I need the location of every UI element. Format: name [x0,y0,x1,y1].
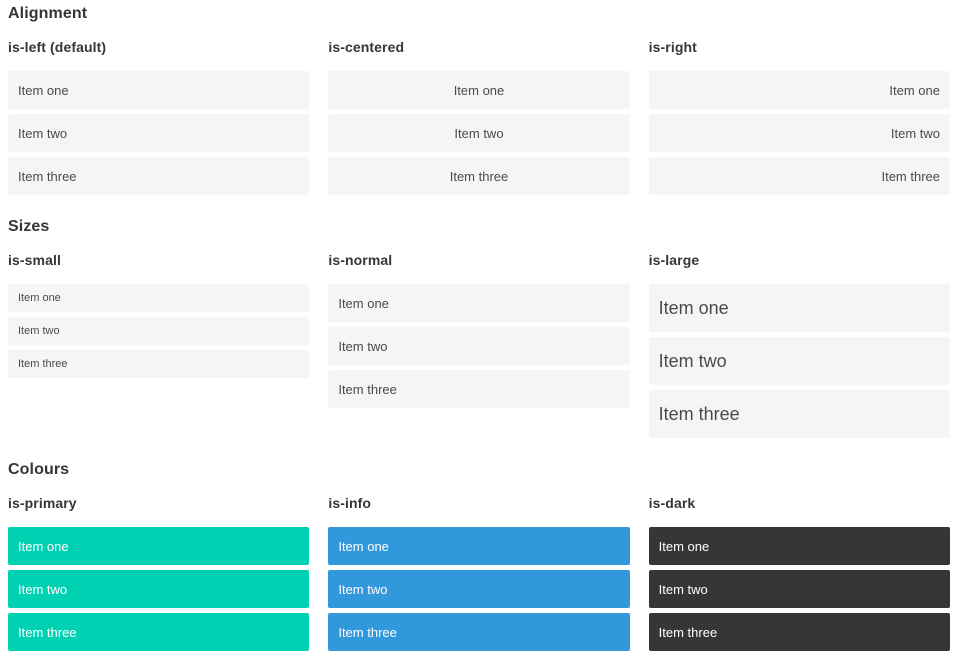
list-item: Item three [328,370,630,408]
example-label-is-small: is-small [8,252,61,268]
block-list-large: Item one Item two Item three [648,284,950,438]
list-item: Item two [328,327,630,365]
example-label-is-left: is-left (default) [8,39,107,55]
alignment-examples-grid: is-left (default) Item one Item two Item… [8,40,950,195]
block-list-dark: Item one Item two Item three [648,527,950,651]
list-item: Item two [648,337,950,385]
example-label-is-centered: is-centered [328,39,405,55]
section-alignment: Alignment is-left (default) Item one Ite… [8,4,950,195]
list-item: Item three [8,613,310,651]
list-item: Item one [328,527,630,565]
list-item: Item one [8,284,310,312]
list-item: Item three [648,613,950,651]
list-item: Item one [648,527,950,565]
example-label-is-normal: is-normal [328,252,393,268]
block-list-info: Item one Item two Item three [328,527,630,651]
example-is-primary: is-primary Item one Item two Item three [8,495,310,651]
section-title-alignment: Alignment [8,5,88,22]
sizes-examples-grid: is-small Item one Item two Item three is… [8,253,950,438]
list-item: Item one [8,527,310,565]
list-item: Item two [648,114,950,152]
list-item: Item two [8,114,310,152]
example-is-left: is-left (default) Item one Item two Item… [8,39,310,195]
example-label-is-right: is-right [648,39,697,55]
list-item: Item three [8,350,310,378]
example-label-is-primary: is-primary [8,495,77,511]
example-is-large: is-large Item one Item two Item three [648,252,950,438]
colours-examples-grid: is-primary Item one Item two Item three … [8,496,950,651]
list-item: Item one [648,284,950,332]
list-item: Item two [648,570,950,608]
list-item: Item two [8,570,310,608]
block-list-right: Item one Item two Item three [648,71,950,195]
section-colours: Colours is-primary Item one Item two Ite… [8,460,950,651]
example-is-dark: is-dark Item one Item two Item three [648,495,950,651]
list-item: Item three [328,157,630,195]
section-title-sizes: Sizes [8,218,50,235]
list-item: Item three [648,390,950,438]
list-item: Item two [8,317,310,345]
example-is-small: is-small Item one Item two Item three [8,252,310,378]
list-item: Item three [648,157,950,195]
list-item: Item one [648,71,950,109]
section-title-colours: Colours [8,461,70,478]
list-item: Item one [8,71,310,109]
example-label-is-dark: is-dark [648,495,696,511]
block-list-centered: Item one Item two Item three [328,71,630,195]
example-is-right: is-right Item one Item two Item three [648,39,950,195]
example-is-centered: is-centered Item one Item two Item three [328,39,630,195]
block-list-left: Item one Item two Item three [8,71,310,195]
list-item: Item two [328,114,630,152]
block-list-small: Item one Item two Item three [8,284,310,378]
section-sizes: Sizes is-small Item one Item two Item th… [8,217,950,438]
example-label-is-large: is-large [648,252,700,268]
example-is-normal: is-normal Item one Item two Item three [328,252,630,408]
block-list-primary: Item one Item two Item three [8,527,310,651]
list-item: Item three [8,157,310,195]
example-label-is-info: is-info [328,495,372,511]
list-item: Item one [328,71,630,109]
list-item: Item three [328,613,630,651]
example-is-info: is-info Item one Item two Item three [328,495,630,651]
list-item: Item one [328,284,630,322]
list-item: Item two [328,570,630,608]
block-list-normal: Item one Item two Item three [328,284,630,408]
